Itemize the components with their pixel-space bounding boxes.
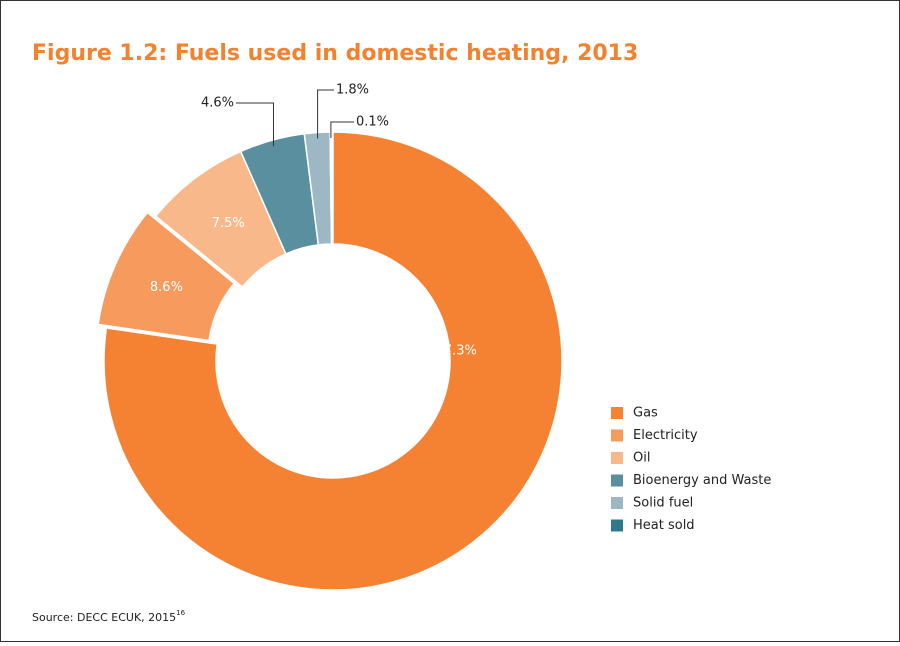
legend-label: Heat sold — [633, 518, 695, 533]
data-label: 0.1% — [356, 115, 389, 130]
legend-swatch — [611, 474, 623, 487]
legend-label: Solid fuel — [633, 496, 693, 511]
donut-slice — [103, 131, 563, 591]
legend-label: Oil — [633, 451, 650, 466]
data-label: 4.6% — [201, 96, 234, 111]
legend-label: Bioenergy and Waste — [633, 473, 771, 488]
legend-swatch — [611, 519, 623, 532]
source: Source: DECC ECUK, 201516 — [32, 609, 186, 624]
donut-slice — [97, 211, 236, 342]
source-ref: 16 — [176, 609, 185, 617]
data-label: 77.3% — [436, 344, 477, 359]
legend-label: Electricity — [633, 428, 698, 443]
leader-line — [236, 102, 274, 147]
source-text: Source: DECC ECUK, 2015 — [32, 611, 176, 624]
data-label: 7.5% — [212, 216, 245, 231]
legend-swatch — [611, 407, 623, 419]
data-label: 8.6% — [150, 280, 183, 295]
legend-swatch — [611, 497, 623, 509]
data-label: 1.8% — [336, 83, 369, 98]
leader-line — [330, 121, 354, 139]
chart-title: Figure 1.2: Fuels used in domestic heati… — [32, 41, 638, 66]
legend-swatch — [611, 452, 623, 464]
leader-line — [317, 89, 334, 139]
legend-swatch — [611, 429, 623, 442]
legend-label: Gas — [633, 406, 658, 421]
